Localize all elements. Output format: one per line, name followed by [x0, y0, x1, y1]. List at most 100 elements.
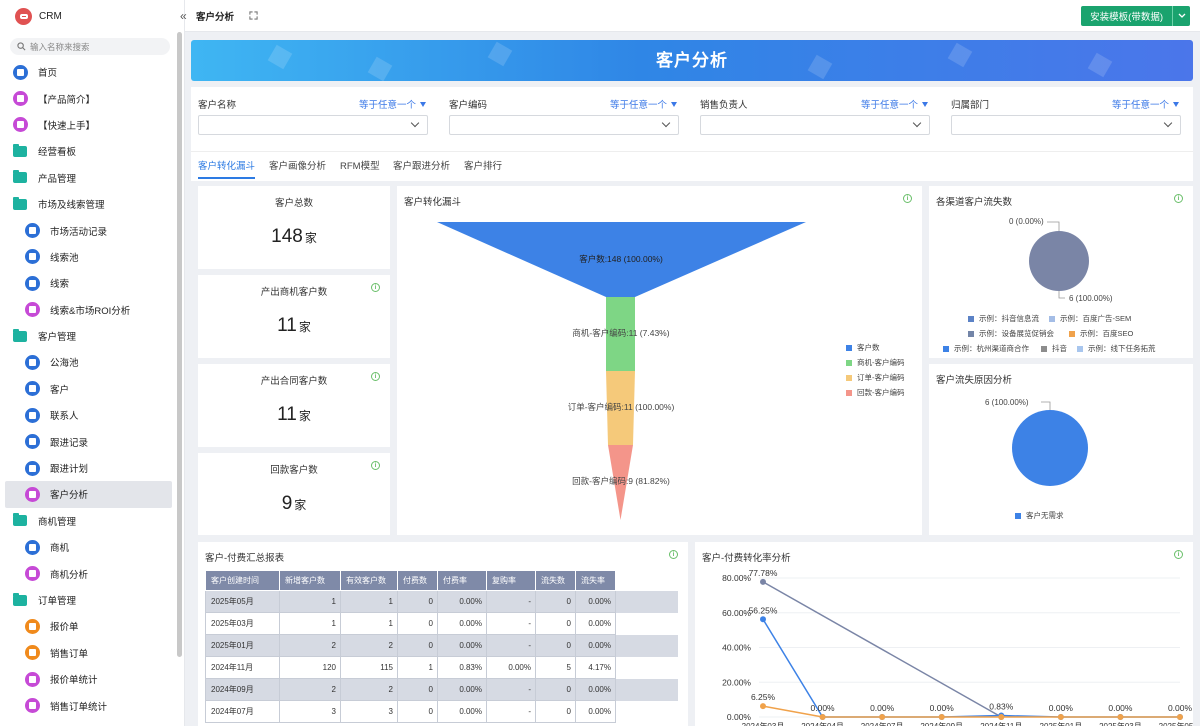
sidebar-item[interactable]: 商机管理 — [0, 508, 184, 534]
data-point — [1177, 714, 1183, 720]
sidebar-item[interactable]: 跟进计划 — [0, 455, 184, 481]
legend-item[interactable]: 示例：百度SEO — [1069, 328, 1133, 339]
legend-item[interactable]: 示例：百度广告-SEM — [1049, 313, 1131, 324]
legend-item[interactable]: 客户数 — [846, 342, 880, 353]
sidebar-item[interactable]: 产品管理 — [0, 165, 184, 191]
column-header[interactable]: 付费数 — [397, 570, 438, 591]
search-placeholder: 输入名称来搜索 — [30, 41, 90, 52]
filter-mode-dropdown[interactable]: 等于任意一个 — [359, 97, 426, 111]
table-cell: 0.00% — [575, 634, 616, 657]
filter-mode-dropdown[interactable]: 等于任意一个 — [1112, 97, 1179, 111]
legend-item[interactable]: 客户无需求 — [1015, 510, 1064, 521]
sidebar-item[interactable]: 客户管理 — [0, 323, 184, 349]
pie-label-bottom: 6 (100.00%) — [1069, 294, 1113, 303]
sidebar-item-label: 报价单 — [50, 622, 79, 634]
sidebar-item[interactable]: 公海池 — [0, 349, 184, 375]
sidebar-item[interactable]: 销售订单 — [0, 640, 184, 666]
tab-follow-up-analysis[interactable]: 客户跟进分析 — [393, 161, 451, 172]
sidebar-scrollbar[interactable] — [177, 32, 182, 657]
info-icon[interactable]: i — [903, 194, 912, 203]
search-input[interactable]: 输入名称来搜索 — [10, 38, 170, 55]
table-cell: 0.00% — [437, 590, 487, 613]
sidebar-item[interactable]: 经营看板 — [0, 138, 184, 164]
sidebar-item[interactable]: 市场及线索管理 — [0, 191, 184, 217]
sidebar-item[interactable]: 市场活动记录 — [0, 217, 184, 243]
legend-item[interactable]: 商机-客户编码 — [846, 357, 905, 368]
filter-mode-dropdown[interactable]: 等于任意一个 — [610, 97, 677, 111]
legend-item[interactable]: 回款-客户编码 — [846, 387, 905, 398]
pie-label-top: 0 (0.00%) — [1009, 217, 1044, 226]
filter-mode-dropdown[interactable]: 等于任意一个 — [861, 97, 928, 111]
app-logo-row[interactable]: CRM — [0, 0, 184, 32]
data-point — [998, 714, 1005, 720]
menu-item-icon — [25, 434, 40, 450]
filter-select[interactable] — [198, 115, 428, 135]
sidebar-item[interactable]: 【产品简介】 — [0, 85, 184, 111]
current-tab-title[interactable]: 客户分析 — [196, 11, 235, 23]
sidebar-item-label: 市场及线索管理 — [38, 200, 105, 212]
sidebar-item[interactable]: 跟进记录 — [0, 428, 184, 454]
sidebar-item[interactable]: 销售订单统计 — [0, 692, 184, 718]
install-dropdown-toggle[interactable] — [1172, 6, 1190, 26]
table-row[interactable]: 2025年03月 1 1 0 0.00% -0 0.00% — [205, 612, 678, 635]
legend-item[interactable]: 抖音 — [1041, 343, 1067, 354]
table-cell: - — [486, 700, 536, 723]
tab-customer-ranking[interactable]: 客户排行 — [464, 161, 503, 172]
info-icon[interactable]: i — [1174, 194, 1183, 203]
legend-item[interactable]: 示例：线下任务拓荒 — [1077, 343, 1156, 354]
menu-item-icon — [25, 539, 40, 555]
sidebar-item-label: 客户分析 — [50, 490, 89, 502]
info-icon[interactable]: i — [371, 283, 380, 292]
sidebar-item[interactable]: 商机分析 — [0, 560, 184, 586]
payment-conversion-title: 客户-付费转化率分析 — [702, 553, 791, 564]
sidebar-item[interactable]: 线索&市场ROI分析 — [0, 297, 184, 323]
sidebar-item[interactable]: 客户 — [0, 376, 184, 402]
table-cell: 1 — [397, 656, 438, 679]
sidebar-item[interactable]: 商机 — [0, 534, 184, 560]
table-row[interactable]: 2024年11月 120 115 1 0.83% 0.00% 5 4.17% — [205, 656, 678, 679]
data-label: 6.25% — [751, 692, 776, 702]
filter-select[interactable] — [951, 115, 1181, 135]
table-row[interactable]: 2025年01月 2 2 0 0.00% -0 0.00% — [205, 634, 678, 657]
legend-item[interactable]: 示例：杭州渠道商合作 — [943, 343, 1029, 354]
sidebar-item[interactable]: 【快速上手】 — [0, 112, 184, 138]
column-header[interactable]: 流失数 — [535, 570, 576, 591]
install-template-button[interactable]: 安装模板(带数据) — [1081, 6, 1190, 26]
legend-item[interactable]: 示例：抖音信息流 — [968, 313, 1039, 324]
tab-conversion-funnel[interactable]: 客户转化漏斗 — [198, 158, 256, 179]
table-row[interactable]: 2024年07月 3 3 0 0.00% -0 0.00% — [205, 700, 678, 723]
info-icon[interactable]: i — [669, 550, 678, 559]
menu-item-icon — [25, 407, 40, 423]
sidebar-item[interactable]: 报价单 — [0, 613, 184, 639]
sidebar-item[interactable]: 联系人 — [0, 402, 184, 428]
chevron-down-icon — [1163, 118, 1173, 128]
payment-summary-title: 客户-付费汇总报表 — [205, 553, 285, 564]
table-row[interactable]: 2024年09月 2 2 0 0.00% -0 0.00% — [205, 678, 678, 701]
sidebar-item[interactable]: 首页 — [0, 59, 184, 85]
info-icon[interactable]: i — [1174, 550, 1183, 559]
fullscreen-icon[interactable] — [249, 11, 258, 20]
column-header[interactable]: 流失率 — [575, 570, 616, 591]
collapse-sidebar-icon[interactable]: « — [180, 8, 187, 23]
sidebar-item[interactable]: 报价单统计 — [0, 666, 184, 692]
menu-item-icon — [25, 645, 40, 661]
sidebar-item[interactable]: 订单管理 — [0, 587, 184, 613]
column-header[interactable]: 新增客户数 — [279, 570, 341, 591]
info-icon[interactable]: i — [371, 372, 380, 381]
table-row[interactable]: 2025年05月 1 1 0 0.00% -0 0.00% — [205, 590, 678, 613]
tab-rfm-model[interactable]: RFM模型 — [340, 161, 380, 172]
column-header[interactable]: 复购率 — [486, 570, 536, 591]
filter-select[interactable] — [700, 115, 930, 135]
tab-customer-profile[interactable]: 客户画像分析 — [269, 161, 327, 172]
sidebar-item[interactable]: 客户分析 — [5, 481, 172, 508]
sidebar-item[interactable]: 线索池 — [0, 244, 184, 270]
column-header[interactable]: 有效客户数 — [340, 570, 398, 591]
legend-item[interactable]: 示例：设备展览促销会 — [968, 328, 1054, 339]
filter-select[interactable] — [449, 115, 679, 135]
table-cell: 0 — [535, 700, 576, 723]
column-header[interactable]: 客户创建时间 — [205, 570, 280, 591]
legend-item[interactable]: 订单-客户编码 — [846, 372, 905, 383]
column-header[interactable]: 付费率 — [437, 570, 487, 591]
info-icon[interactable]: i — [371, 461, 380, 470]
sidebar-item[interactable]: 线索 — [0, 270, 184, 296]
